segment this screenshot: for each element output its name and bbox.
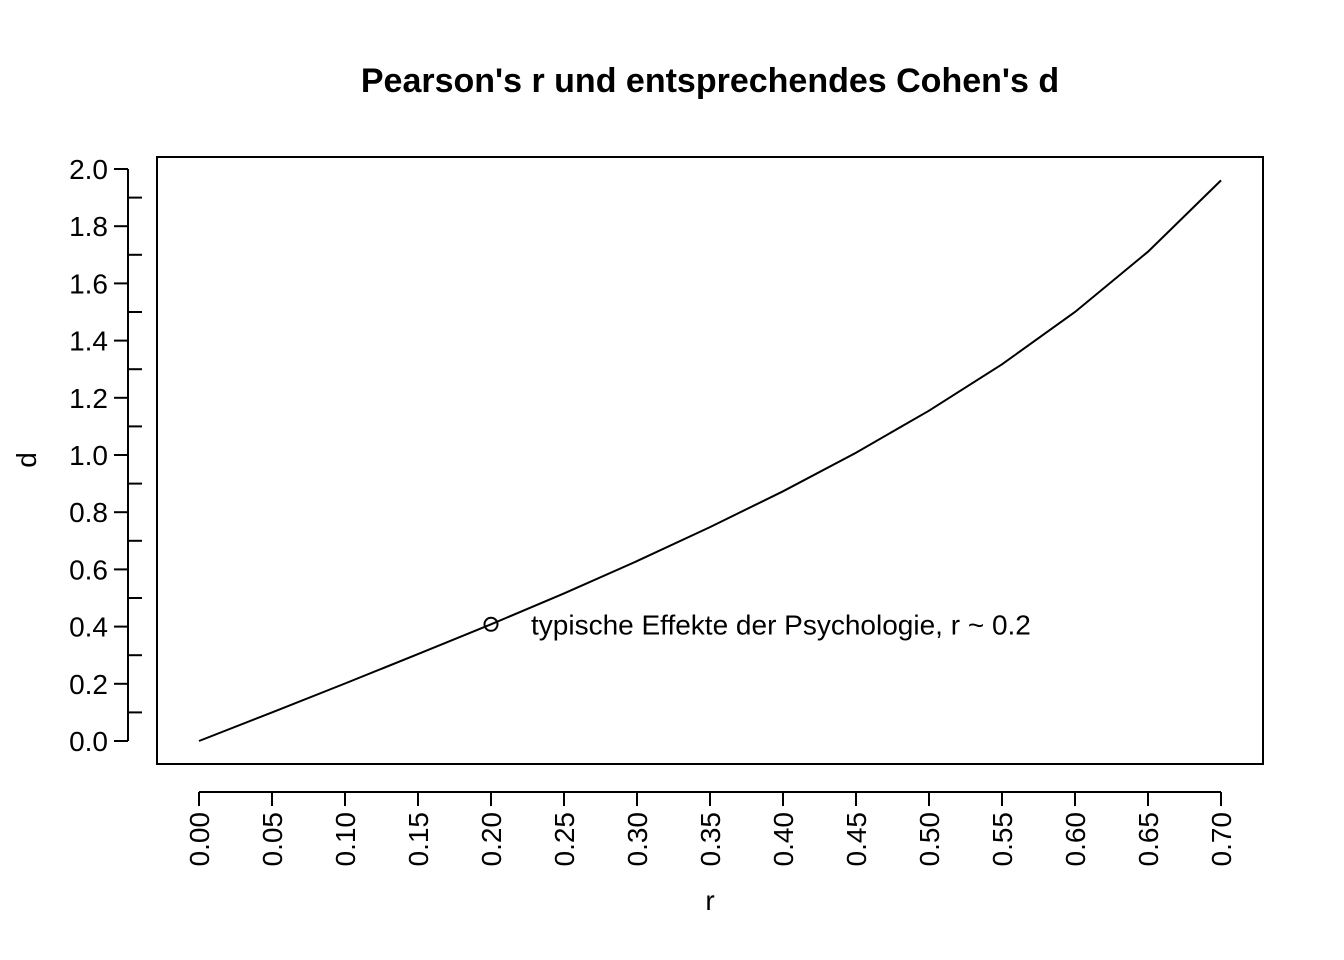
y-tick-label: 1.0 xyxy=(69,440,108,471)
series-line xyxy=(198,179,1222,742)
y-tick-label: 0.2 xyxy=(69,669,108,700)
y-axis-label: d xyxy=(11,452,42,468)
y-tick-label: 1.2 xyxy=(69,383,108,414)
x-tick-label: 0.40 xyxy=(768,812,799,867)
x-tick-label: 0.50 xyxy=(914,812,945,867)
x-axis: 0.00 0.05 0.10 0.15 0.20 0.25 0.30 0.35 0.40 0.45… xyxy=(184,791,1237,867)
x-tick-label: 0.55 xyxy=(987,812,1018,867)
x-tick-label: 0.35 xyxy=(695,812,726,867)
y-tick-label: 0.0 xyxy=(69,726,108,757)
y-tick-label: 2.0 xyxy=(69,154,108,185)
x-tick-label: 0.10 xyxy=(330,812,361,867)
chart-title: Pearson's r und entsprechendes Cohen's d xyxy=(361,62,1059,100)
x-tick-label: 0.00 xyxy=(184,812,215,867)
x-tick-label: 0.65 xyxy=(1133,812,1164,867)
series-layer xyxy=(198,179,1222,742)
y-tick-label: 0.4 xyxy=(69,612,108,643)
y-tick-label: 0.6 xyxy=(69,554,108,585)
plot-frame xyxy=(156,156,1264,765)
x-tick-label: 0.15 xyxy=(403,812,434,867)
x-tick-label: 0.25 xyxy=(549,812,580,867)
x-tick-label: 0.30 xyxy=(622,812,653,867)
x-tick-label: 0.70 xyxy=(1206,812,1237,867)
y-axis: 0.0 0.2 0.4 0.6 0.8 1.0 1.2 1.4 1.6 1.8 2.0 xyxy=(69,154,142,757)
y-tick-label: 1.8 xyxy=(69,211,108,242)
x-axis-label: r xyxy=(705,885,714,916)
x-tick-label: 0.05 xyxy=(257,812,288,867)
x-tick-label: 0.60 xyxy=(1060,812,1091,867)
highlight-point xyxy=(483,616,499,632)
y-tick-label: 0.8 xyxy=(69,497,108,528)
annotation-label: typische Effekte der Psychologie, r ~ 0.… xyxy=(531,609,1031,640)
y-tick-label: 1.4 xyxy=(69,326,108,357)
x-tick-label: 0.45 xyxy=(841,812,872,867)
x-tick-label: 0.20 xyxy=(476,812,507,867)
y-tick-label: 1.6 xyxy=(69,268,108,299)
